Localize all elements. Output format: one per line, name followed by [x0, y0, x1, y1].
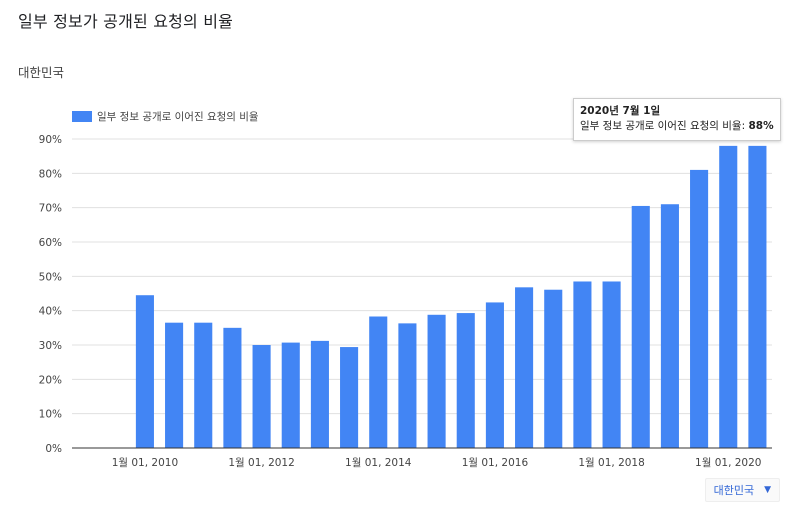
bar	[690, 169, 709, 448]
region-dropdown[interactable]: 대한민국 ▼	[704, 478, 780, 502]
bar	[369, 316, 388, 448]
tooltip-series-label: 일부 정보 공개로 이어진 요청의 비율:	[580, 120, 749, 132]
bar	[544, 289, 563, 448]
tooltip-value: 88%	[748, 120, 774, 132]
bar	[281, 342, 300, 448]
bar	[631, 205, 650, 448]
bar	[165, 322, 184, 448]
chart-tooltip: 2020년 7월 1일 일부 정보 공개로 이어진 요청의 비율: 88%	[573, 98, 781, 141]
x-tick-label: 1월 01, 2012	[228, 457, 294, 469]
bar	[340, 347, 359, 448]
y-tick-label: 60%	[39, 237, 62, 249]
y-tick-label: 50%	[39, 271, 62, 283]
bar	[573, 281, 592, 448]
bar	[456, 313, 475, 448]
region-dropdown-value: 대한민국	[713, 484, 755, 497]
caret-down-icon: ▼	[764, 485, 771, 495]
y-tick-label: 40%	[39, 306, 62, 318]
legend-label: 일부 정보 공개로 이어진 요청의 비율	[97, 110, 259, 123]
bar	[398, 323, 417, 448]
tooltip-title: 2020년 7월 1일	[580, 105, 661, 117]
y-tick-label: 0%	[45, 443, 62, 455]
bar	[660, 204, 679, 448]
y-tick-label: 20%	[39, 374, 62, 386]
bar	[719, 145, 738, 448]
bar	[252, 345, 271, 448]
y-tick-label: 90%	[39, 134, 62, 146]
y-tick-label: 30%	[39, 340, 62, 352]
y-tick-label: 10%	[39, 409, 62, 421]
x-tick-label: 1월 01, 2020	[695, 457, 761, 469]
page-title: 일부 정보가 공개된 요청의 비율	[18, 12, 234, 31]
region-label: 대한민국	[18, 65, 65, 80]
bar	[135, 295, 154, 448]
bar	[748, 145, 767, 448]
bar	[427, 314, 446, 448]
y-tick-label: 70%	[39, 203, 62, 215]
bar	[515, 287, 534, 448]
bar	[194, 322, 213, 448]
bar	[485, 302, 504, 448]
x-tick-label: 1월 01, 2014	[345, 457, 412, 469]
x-tick-label: 1월 01, 2016	[462, 457, 529, 469]
legend-swatch	[72, 111, 92, 122]
bar	[310, 340, 329, 448]
y-tick-label: 80%	[39, 168, 62, 180]
x-tick-label: 1월 01, 2010	[112, 457, 178, 469]
x-tick-label: 1월 01, 2018	[578, 457, 644, 469]
bar	[602, 281, 621, 448]
bar	[223, 327, 242, 448]
